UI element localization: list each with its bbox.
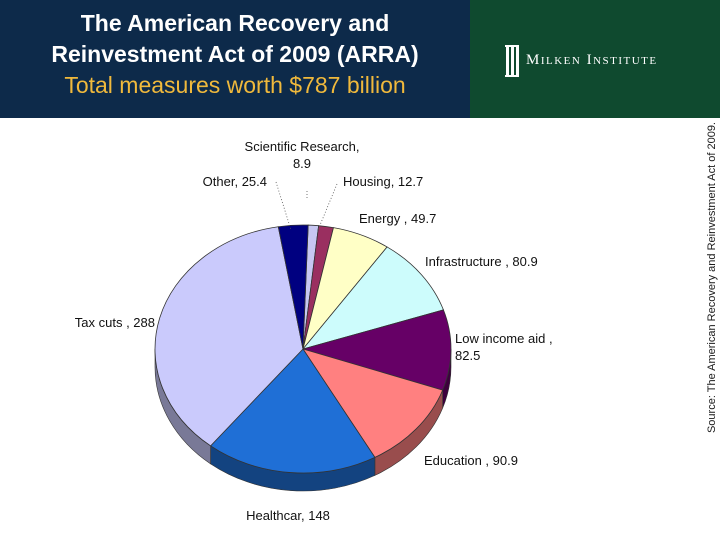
logo-column-base [505, 75, 519, 77]
pie-label-tax-cuts: Tax cuts , 288 [75, 315, 155, 330]
title-line-2: Reinvestment Act of 2009 (ARRA) [51, 41, 419, 67]
pie-labels: Scientific Research, 8.9 Housing, 12.7 Ener… [75, 139, 553, 523]
pie-slice-other [277, 224, 309, 350]
logo-text: Milken Institute [526, 52, 658, 68]
pie-slice-healthcare [209, 348, 376, 474]
logo-column-right [516, 47, 519, 75]
logo-column-left [506, 47, 509, 75]
pie-label-scientific-research: Scientific Research, 8.9 [245, 139, 360, 171]
pie-label-other: Other, 25.4 [203, 174, 267, 189]
pie-leader-other [275, 181, 292, 231]
pie-label-infrastructure: Infrastructure , 80.9 [425, 254, 538, 269]
pie-slice-infrastructure [301, 246, 444, 350]
pie-label-low-income-aid: Low income aid , 82.5 [455, 331, 553, 363]
pie-leader-lines [275, 181, 338, 231]
logo-column-middle [511, 47, 514, 75]
logo-column-cap [505, 45, 519, 47]
pie-slices [154, 224, 452, 474]
pie-label-housing: Housing, 12.7 [343, 174, 423, 189]
pie-sides [154, 348, 452, 492]
pie-leader-housing [317, 183, 338, 231]
source-note: Source: The American Recovery and Reinve… [706, 122, 718, 434]
pie-slice-tax-cuts [154, 226, 304, 447]
pie-label-energy: Energy , 49.7 [359, 211, 436, 226]
pie-slice-education [302, 348, 444, 458]
title-line-1: The American Recovery and [80, 10, 390, 36]
subtitle: Total measures worth $787 billion [64, 72, 406, 98]
pie-chart: Scientific Research, 8.9 Housing, 12.7 Ener… [75, 139, 553, 523]
pie-label-education: Education , 90.9 [424, 453, 518, 468]
pie-label-healthcare: Healthcar, 148 [246, 508, 330, 523]
pie-slice-low-income-aid [301, 309, 452, 391]
